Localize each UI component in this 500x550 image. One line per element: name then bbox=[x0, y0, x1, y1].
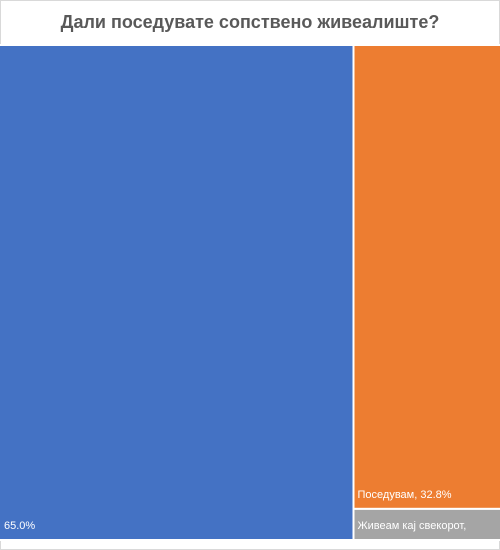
data-label: Живеам кај свекорот, bbox=[358, 520, 467, 532]
data-label: 65.0% bbox=[4, 520, 35, 532]
treemap-tile bbox=[0, 44, 355, 541]
treemap-tile bbox=[352, 507, 500, 541]
treemap-tile bbox=[352, 44, 500, 510]
data-label: Поседувам, 32.8% bbox=[358, 489, 452, 501]
chart-title: Дали поседувате сопствено живеалиште? bbox=[61, 12, 440, 32]
